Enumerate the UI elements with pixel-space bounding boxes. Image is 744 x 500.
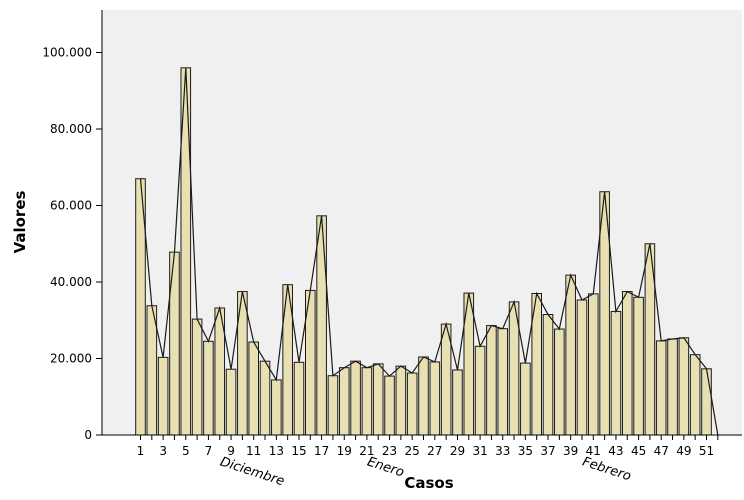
bar <box>440 323 452 436</box>
bar <box>633 296 644 436</box>
x-tick-label: 45 <box>631 444 646 458</box>
bar <box>655 340 667 436</box>
bar <box>157 356 169 436</box>
x-tick-label: 13 <box>269 444 284 458</box>
bar <box>225 368 237 436</box>
x-axis-title: Casos <box>404 474 453 492</box>
x-tick-label: 51 <box>699 444 714 458</box>
bar <box>474 345 486 436</box>
x-tick-label: 21 <box>359 444 374 458</box>
x-tick-label: 41 <box>586 444 601 458</box>
bar <box>146 305 158 436</box>
bar <box>203 340 214 436</box>
bar <box>497 328 509 436</box>
bar <box>350 360 361 436</box>
bar <box>576 299 588 436</box>
x-tick-label: 9 <box>227 444 235 458</box>
y-tick-label: 20.000 <box>50 352 92 366</box>
bar <box>542 314 554 436</box>
bar <box>418 356 429 436</box>
bar <box>621 291 633 436</box>
x-tick-label: 17 <box>314 444 329 458</box>
bar <box>191 318 203 436</box>
bar <box>316 215 327 436</box>
bar <box>520 362 531 436</box>
x-tick-label: 29 <box>450 444 465 458</box>
x-tick-label: 3 <box>159 444 167 458</box>
x-tick-label: 23 <box>382 444 397 458</box>
bar <box>259 360 271 436</box>
bar <box>667 338 678 436</box>
bar <box>327 375 339 436</box>
bar <box>361 367 373 436</box>
y-tick-label: 100.000 <box>42 46 92 60</box>
bar <box>429 361 441 436</box>
x-tick-label: 47 <box>654 444 669 458</box>
x-tick-label: 5 <box>182 444 190 458</box>
bar <box>384 375 395 436</box>
y-tick-label: 0 <box>84 428 92 442</box>
x-tick-label: 27 <box>427 444 442 458</box>
bar <box>372 363 384 436</box>
y-tick-label: 40.000 <box>50 275 92 289</box>
bar <box>338 367 350 436</box>
x-tick-label: 15 <box>291 444 306 458</box>
bar <box>565 274 576 436</box>
x-tick-label: 25 <box>405 444 420 458</box>
series-line <box>139 67 719 436</box>
bar <box>452 369 463 436</box>
bar <box>486 325 497 436</box>
x-tick-label: 39 <box>563 444 578 458</box>
bar <box>689 354 701 436</box>
x-tick-label: 31 <box>472 444 487 458</box>
bar <box>406 372 418 436</box>
x-tick-label: 37 <box>540 444 555 458</box>
x-tick-label: 35 <box>518 444 533 458</box>
month-label: Enero <box>365 455 406 481</box>
month-label: Febrero <box>580 455 633 485</box>
y-tick-label: 60.000 <box>50 199 92 213</box>
bar <box>701 368 712 436</box>
x-tick-label: 43 <box>608 444 623 458</box>
y-axis-ticks: 0 20.000 40.000 60.000 80.000 100.000 <box>42 46 102 442</box>
x-tick-label: 1 <box>137 444 145 458</box>
x-tick-label: 33 <box>495 444 510 458</box>
bar <box>588 293 599 436</box>
bar <box>678 337 690 436</box>
bar <box>248 341 259 436</box>
bar <box>610 310 622 436</box>
bar <box>554 328 565 436</box>
bar <box>395 365 407 436</box>
x-tick-label: 7 <box>205 444 213 458</box>
x-tick-label: 49 <box>676 444 691 458</box>
bar <box>293 361 305 436</box>
y-axis-title: Valores <box>11 191 29 254</box>
x-axis-ticks: 1 3 5 7 9 11 13 15 17 19 21 23 25 27 29 31 33 35 37 39 41 43 4… <box>137 435 719 458</box>
x-tick-label: 11 <box>246 444 261 458</box>
line-group <box>139 67 719 436</box>
bar <box>271 379 282 436</box>
month-label: Diciembre <box>218 455 286 490</box>
x-tick-label: 19 <box>337 444 352 458</box>
y-tick-label: 80.000 <box>50 122 92 136</box>
